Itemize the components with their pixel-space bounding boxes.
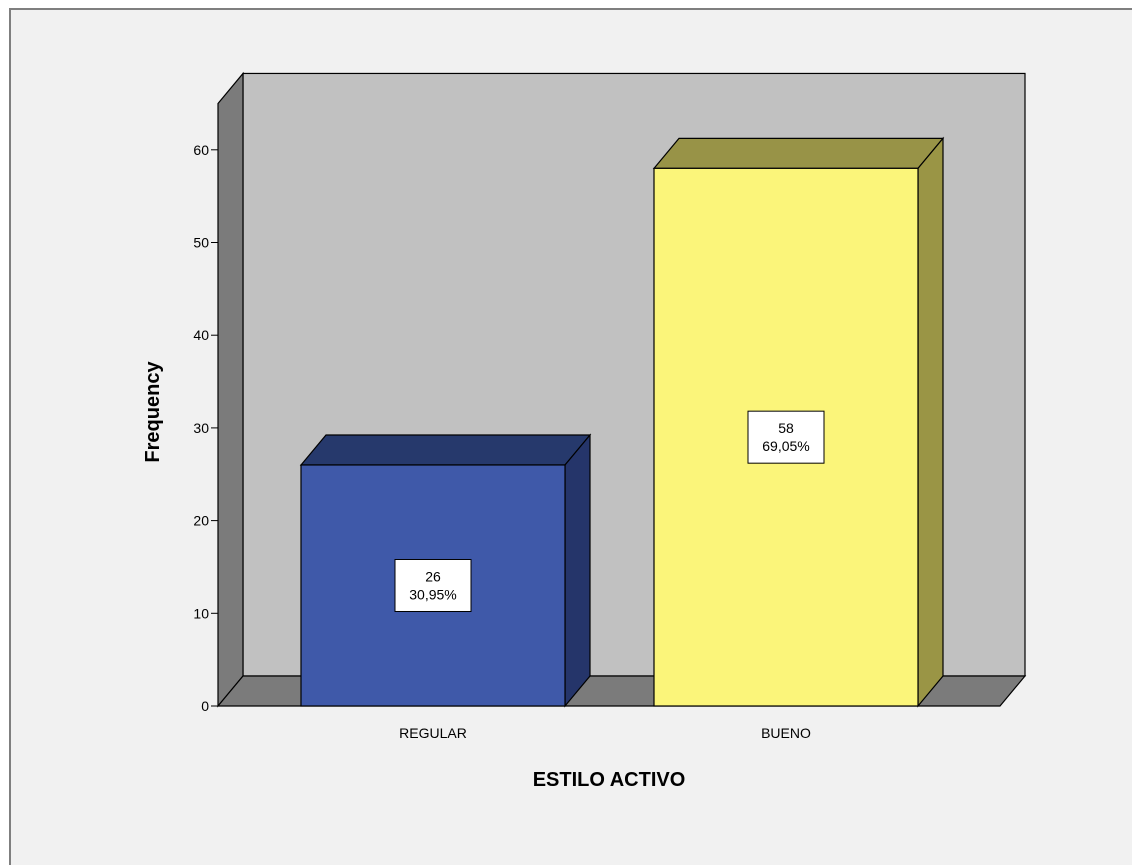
- bar-side-bueno: [917, 136, 944, 708]
- y-tick-label: 40: [193, 327, 209, 343]
- data-label-count: 58: [778, 420, 794, 436]
- data-label-count: 26: [425, 568, 441, 584]
- x-axis-title: ESTILO ACTIVO: [533, 769, 686, 791]
- bar-side-regular: [564, 433, 591, 708]
- y-tick-label: 0: [201, 698, 209, 714]
- y-tick-label: 30: [193, 420, 209, 436]
- side-wall: [217, 71, 244, 708]
- y-axis-title: Frequency: [142, 361, 164, 463]
- x-tick-label: BUENO: [761, 725, 811, 741]
- y-tick-label: 60: [193, 142, 209, 158]
- y-tick-label: 50: [193, 235, 209, 251]
- y-tick-label: 20: [193, 513, 209, 529]
- data-label-box: [747, 410, 825, 464]
- bar-top-bueno: [652, 137, 945, 169]
- data-label-box: [394, 558, 472, 612]
- x-tick-label: REGULAR: [399, 725, 467, 741]
- data-label-percent: 69,05%: [762, 438, 809, 454]
- y-tick-label: 10: [193, 605, 209, 621]
- data-label-percent: 30,95%: [409, 586, 456, 602]
- bar-top-regular: [299, 434, 592, 466]
